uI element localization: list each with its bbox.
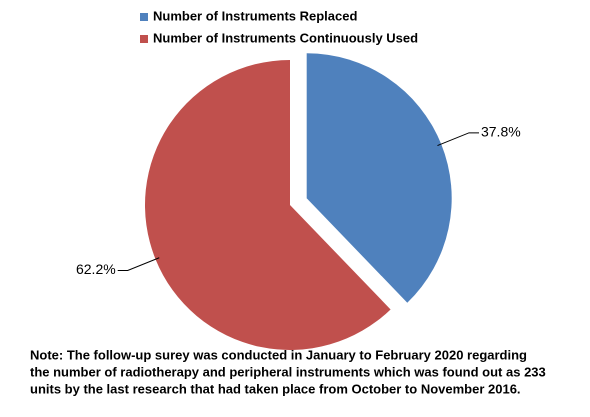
- legend-label: Number of Instruments Replaced: [153, 8, 357, 23]
- leader-line: [437, 132, 479, 147]
- leader-line: [117, 257, 160, 271]
- legend-label: Number of Instruments Continuously Used: [153, 30, 418, 45]
- note-line: Note: The follow-up surey was conducted …: [30, 347, 527, 362]
- legend-swatch: [140, 35, 148, 43]
- data-label: 62.2%: [76, 261, 116, 277]
- pie-slice: [144, 60, 391, 350]
- note-line: the number of radiotherapy and periphera…: [30, 364, 546, 379]
- data-label: 37.8%: [481, 124, 521, 140]
- note-line: units by the last research that had take…: [30, 381, 521, 396]
- pie-slice: [306, 53, 452, 303]
- legend-swatch: [140, 13, 148, 21]
